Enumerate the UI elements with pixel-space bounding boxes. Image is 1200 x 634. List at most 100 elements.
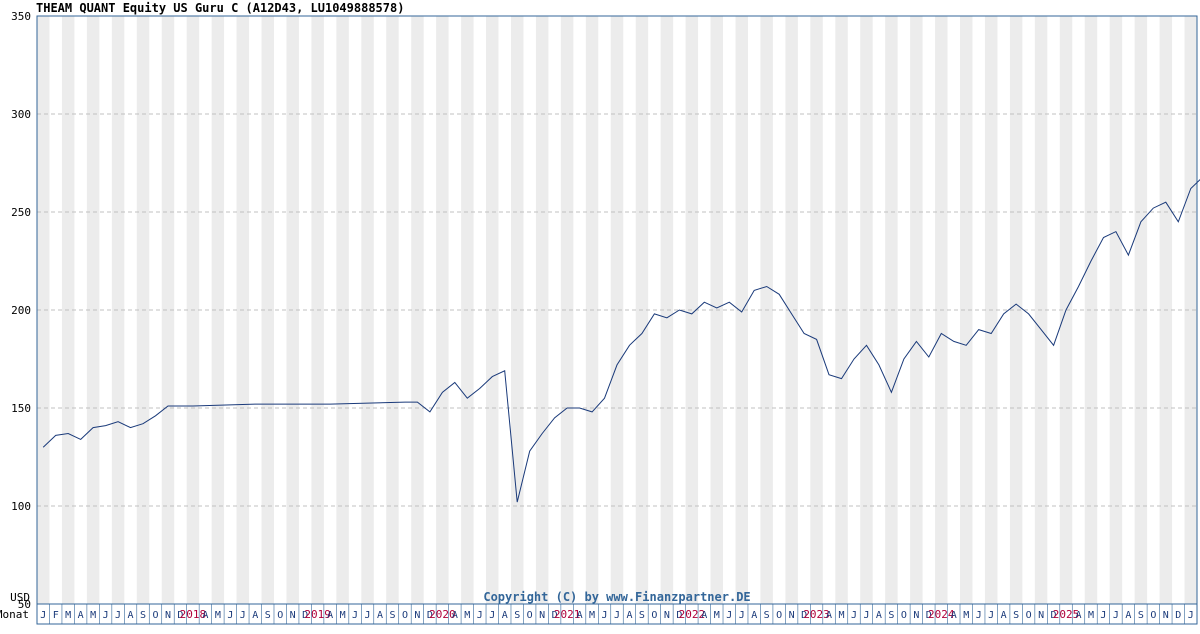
x-tick-label: J xyxy=(1100,610,1106,621)
x-tick-label: D xyxy=(801,610,807,621)
x-tick-label: O xyxy=(651,610,657,621)
x-tick-label: D xyxy=(1051,610,1057,621)
x-tick-label: J xyxy=(115,610,121,621)
x-tick-label: N xyxy=(913,610,919,621)
y-tick-label: 50 xyxy=(18,598,31,611)
x-tick-label: A xyxy=(1125,610,1131,621)
x-tick-label: N xyxy=(290,610,296,621)
x-tick-label: 2018 xyxy=(180,608,207,621)
x-tick-label: J xyxy=(352,610,358,621)
x-tick-label: O xyxy=(1026,610,1032,621)
chart-title: THEAM QUANT Equity US Guru C (A12D43, LU… xyxy=(36,1,404,15)
y-tick-label: 100 xyxy=(11,500,31,513)
x-tick-label: A xyxy=(128,610,134,621)
x-tick-label: J xyxy=(739,610,745,621)
x-tick-label: J xyxy=(477,610,483,621)
x-tick-label: O xyxy=(1150,610,1156,621)
x-tick-label: J xyxy=(227,610,233,621)
month-band xyxy=(111,16,125,604)
x-tick-label: S xyxy=(265,610,271,621)
x-tick-label: A xyxy=(626,610,632,621)
x-tick-label: J xyxy=(851,610,857,621)
x-tick-label: 2023 xyxy=(803,608,830,621)
x-tick-label: M xyxy=(839,610,845,621)
x-tick-label: J xyxy=(1188,610,1194,621)
x-tick-label: N xyxy=(165,610,171,621)
x-tick-label: A xyxy=(202,610,208,621)
x-tick-label: O xyxy=(402,610,408,621)
x-tick-label: O xyxy=(527,610,533,621)
month-band xyxy=(610,16,624,604)
x-tick-label: A xyxy=(1001,610,1007,621)
x-tick-label: S xyxy=(1138,610,1144,621)
y-tick-label: 350 xyxy=(11,10,31,23)
x-tick-label: J xyxy=(40,610,46,621)
plot-border xyxy=(36,15,1198,625)
month-band xyxy=(161,16,175,604)
x-tick-label: A xyxy=(377,610,383,621)
x-tick-label: A xyxy=(252,610,258,621)
gridlines xyxy=(37,113,1197,507)
y-tick-label: 250 xyxy=(11,206,31,219)
month-band xyxy=(211,16,225,604)
x-tick-label: M xyxy=(65,610,71,621)
y-tick-label: 200 xyxy=(11,304,31,317)
month-band xyxy=(336,16,349,604)
x-tick-label: A xyxy=(751,610,757,621)
x-tick-label: A xyxy=(1075,610,1081,621)
x-tick-label: D xyxy=(552,610,558,621)
y-unit-label: USD xyxy=(10,591,30,604)
x-tick-label: J xyxy=(489,610,495,621)
x-tick-label: D xyxy=(177,610,183,621)
month-band xyxy=(261,16,274,604)
copyright-text[interactable]: Copyright (C) by www.Finanzpartner.DE xyxy=(483,590,750,604)
x-tick-label: J xyxy=(1113,610,1119,621)
x-tick-label: O xyxy=(152,610,158,621)
x-tick-label: M xyxy=(963,610,969,621)
x-tick-label: J xyxy=(103,610,109,621)
x-tick-label: J xyxy=(988,610,994,621)
x-tick-label: S xyxy=(888,610,894,621)
x-tick-label: O xyxy=(901,610,907,621)
x-tick-label: M xyxy=(90,610,96,621)
x-tick-label: D xyxy=(302,610,308,621)
y-tick-label: 150 xyxy=(11,402,31,415)
x-tick-label: A xyxy=(701,610,707,621)
month-band xyxy=(560,16,574,604)
x-tick-label: 2021 xyxy=(554,608,581,621)
x-tick-label: A xyxy=(826,610,832,621)
x-tick-label: 2022 xyxy=(679,608,706,621)
y-tick-label: 300 xyxy=(11,108,31,121)
x-tick-label: D xyxy=(1175,610,1181,621)
x-tick-label: N xyxy=(1038,610,1044,621)
x-tick-label: A xyxy=(78,610,84,621)
month-band xyxy=(835,16,848,604)
month-band xyxy=(1009,16,1023,604)
month-band xyxy=(910,16,923,604)
plot-frame xyxy=(36,15,1198,625)
x-tick-label: J xyxy=(602,610,608,621)
y-tick-labels: 50 100 150 200 250 300 350 xyxy=(11,10,31,611)
x-tick-label: A xyxy=(452,610,458,621)
month-band xyxy=(1184,16,1197,604)
x-tick-label: A xyxy=(502,610,508,621)
month-band xyxy=(386,16,399,604)
x-tick-label: N xyxy=(414,610,420,621)
month-band xyxy=(960,16,973,604)
month-band xyxy=(785,16,798,604)
month-band xyxy=(660,16,674,604)
x-tick-label: M xyxy=(215,610,221,621)
x-tick-label: D xyxy=(676,610,682,621)
x-tick-label: M xyxy=(340,610,346,621)
x-tick-label: 2025 xyxy=(1053,608,1080,621)
x-tick-label: S xyxy=(389,610,395,621)
x-tick-label: O xyxy=(776,610,782,621)
x-tick-label: M xyxy=(589,610,595,621)
x-tick-label: A xyxy=(951,610,957,621)
month-band xyxy=(436,16,449,604)
month-band xyxy=(37,16,50,604)
x-tick-label: N xyxy=(664,610,670,621)
x-tick-label: M xyxy=(714,610,720,621)
month-band xyxy=(735,16,748,604)
